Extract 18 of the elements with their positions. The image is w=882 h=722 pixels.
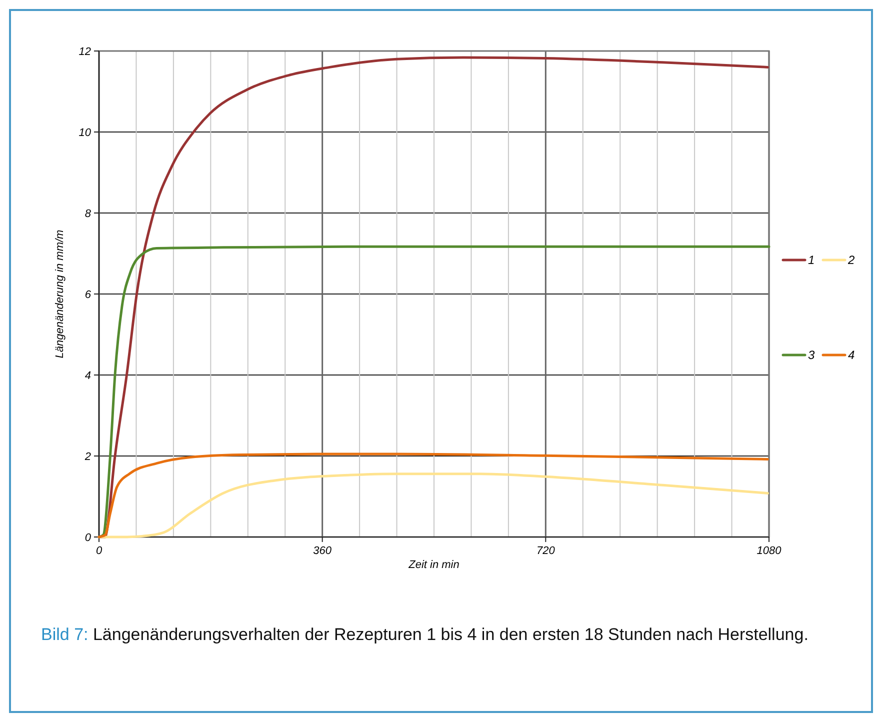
x-tick-label: 360 (313, 545, 332, 557)
x-tick-label: 1080 (756, 545, 782, 557)
text: Bild 7: Längenänderungsverhalten der Rezepturen 1 bis 4 in den ersten 18 Stunden nach Herstellung. (41, 624, 810, 646)
y-tick-label: 2 (84, 450, 91, 463)
y-tick-label: 4 (84, 370, 91, 382)
y-tick-label: 0 (84, 532, 92, 544)
legend-label: 3 (808, 348, 815, 362)
legend-label: 2 (847, 253, 855, 268)
x-tick-label: 720 (536, 545, 556, 557)
y-tick-label: 8 (84, 208, 92, 220)
x-axis-title: Zeit in min (408, 559, 460, 571)
y-axis-title: Längenänderung in mm/m (54, 230, 66, 358)
y-tick-label: 6 (84, 288, 92, 301)
y-tick-label: 12 (78, 46, 91, 58)
x-tick-label: 0 (96, 545, 103, 557)
legend-label: 1 (808, 253, 815, 268)
legend-label: 4 (848, 348, 855, 362)
y-tick-label: 10 (78, 126, 92, 139)
